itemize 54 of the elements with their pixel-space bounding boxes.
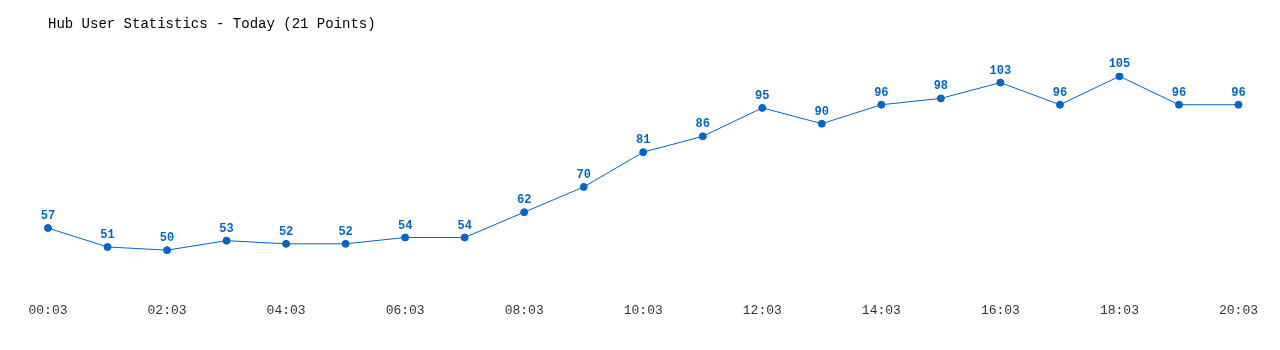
- point: [1055, 100, 1064, 109]
- data-label: 51: [100, 228, 115, 242]
- x-tick-label: 20:03: [1218, 302, 1258, 318]
- point: [936, 94, 945, 103]
- data-label: 96: [1231, 85, 1246, 100]
- point: [579, 182, 588, 191]
- point: [877, 100, 886, 109]
- data-label: 62: [517, 193, 532, 208]
- data-label: 96: [874, 85, 889, 100]
- x-tick-label: 08:03: [504, 302, 544, 318]
- point: [1115, 72, 1124, 81]
- data-label: 98: [933, 79, 949, 94]
- data-label: 57: [40, 209, 56, 224]
- x-tick-label: 12:03: [742, 302, 782, 318]
- x-tick-label: 02:03: [147, 302, 187, 318]
- point: [1174, 100, 1183, 109]
- data-label: 53: [219, 221, 234, 236]
- point: [520, 208, 529, 217]
- point: [817, 119, 826, 128]
- data-label: 70: [576, 167, 591, 182]
- data-label: 54: [397, 218, 413, 233]
- data-label: 103: [989, 63, 1012, 78]
- x-tick-label: 00:03: [28, 302, 68, 318]
- point: [758, 103, 767, 112]
- data-label: 86: [695, 117, 710, 132]
- point: [996, 78, 1005, 87]
- point: [163, 246, 172, 255]
- point: [698, 132, 707, 141]
- data-label: 96: [1052, 85, 1068, 100]
- point: [282, 239, 291, 248]
- chart-title: Hub User Statistics - Today (21 Points): [48, 16, 376, 33]
- data-label: 96: [1171, 85, 1187, 100]
- x-tick-label: 04:03: [266, 302, 306, 318]
- point: [103, 242, 112, 251]
- data-label: 52: [338, 224, 353, 239]
- data-label: 90: [814, 104, 830, 119]
- point: [222, 236, 231, 245]
- point: [401, 233, 410, 242]
- x-tick-label: 16:03: [980, 302, 1020, 318]
- data-label: 81: [636, 133, 651, 148]
- x-tick-label: 10:03: [623, 302, 663, 318]
- data-label: 105: [1108, 57, 1131, 72]
- x-tick-label: 18:03: [1099, 302, 1139, 318]
- point: [1234, 100, 1243, 109]
- x-tick-label: 14:03: [861, 302, 901, 318]
- point: [341, 239, 350, 248]
- point: [44, 224, 52, 233]
- data-label: 52: [278, 224, 294, 239]
- x-tick-label: 06:03: [385, 302, 425, 318]
- data-label: 54: [457, 218, 472, 233]
- data-label: 50: [159, 231, 175, 246]
- data-label: 95: [755, 88, 770, 103]
- point: [639, 148, 648, 157]
- point: [460, 233, 469, 242]
